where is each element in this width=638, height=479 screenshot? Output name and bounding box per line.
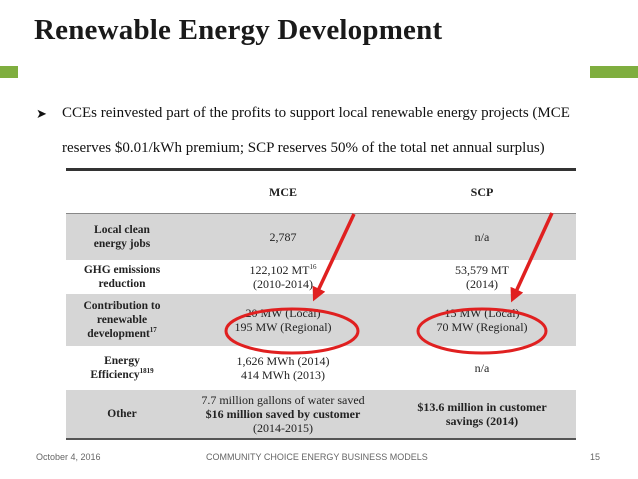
row-label: Local clean energy jobs	[66, 213, 178, 260]
scp-cell: n/a	[474, 361, 490, 375]
scp-cell: 53,579 MT (2014)	[455, 263, 509, 291]
mce-cell: 7.7 million gallons of water saved $16 mi…	[178, 390, 388, 440]
comparison-table: MCE SCP Local clean energy jobs 2,787 n/a…	[66, 168, 576, 440]
table-row: Local clean energy jobs 2,787 n/a	[66, 213, 576, 260]
scp-cell: $13.6 million in customer savings (2014)	[388, 390, 576, 440]
accent-bar-right	[590, 66, 638, 78]
accent-bar-left	[0, 66, 18, 78]
bullet-line-2: reserves $0.01/kWh premium; SCP reserves…	[62, 140, 545, 156]
header-blank	[66, 168, 178, 214]
footer-title: COMMUNITY CHOICE ENERGY BUSINESS MODELS	[206, 452, 428, 462]
bullet-line-1: CCEs reinvested part of the profits to s…	[62, 105, 570, 121]
header-mce: MCE	[178, 168, 388, 214]
table-row: Energy Efficiency1819 1,626 MWh (2014) 414…	[66, 346, 576, 390]
scp-cell: n/a	[388, 213, 576, 260]
table-row: GHG emissions reduction 122,102 MT16 (2010…	[66, 260, 576, 294]
bullet-point: ➤ CCEs reinvested part of the profits to…	[36, 96, 611, 166]
slide-title: Renewable Energy Development	[34, 14, 443, 46]
mce-cell: 122,102 MT16 (2010-2014)	[249, 263, 317, 291]
mce-cell: 20 MW (Local) 195 MW (Regional)	[178, 294, 388, 346]
row-label: Contribution to renewable development17	[66, 294, 178, 346]
header-scp: SCP	[388, 168, 576, 214]
table-header-row: MCE SCP	[66, 168, 576, 214]
table-row: Contribution to renewable development17 20…	[66, 294, 576, 346]
row-label: Other	[66, 390, 178, 440]
page-number: 15	[590, 452, 601, 462]
row-label: GHG emissions reduction	[83, 264, 161, 290]
footer-date: October 4, 2016	[36, 452, 101, 462]
bullet-arrow-icon: ➤	[36, 106, 47, 121]
mce-cell: 1,626 MWh (2014) 414 MWh (2013)	[236, 354, 330, 382]
mce-cell: 2,787	[178, 213, 388, 260]
table-row: Other 7.7 million gallons of water saved…	[66, 390, 576, 440]
row-label: Energy Efficiency1819	[90, 355, 154, 381]
scp-cell: 15 MW (Local) 70 MW (Regional)	[388, 294, 576, 346]
